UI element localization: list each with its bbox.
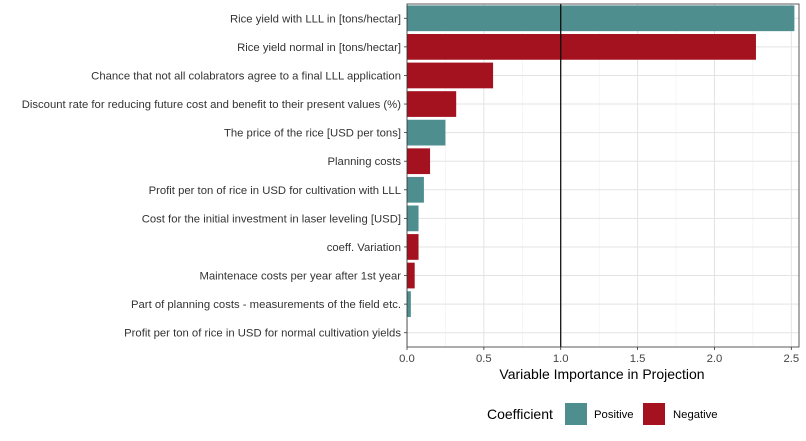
bar-9: [407, 234, 419, 260]
category-label: Profit per ton of rice in USD for cultiv…: [149, 185, 401, 197]
x-axis-title: Variable Importance in Projection: [499, 366, 704, 382]
category-label: Profit per ton of rice in USD for normal…: [124, 328, 401, 340]
category-label: Planning costs: [328, 156, 402, 168]
reference-line-group: [406, 3, 800, 348]
bar-4: [407, 91, 457, 117]
x-tick-label: 1.0: [553, 353, 569, 365]
panel-border: [406, 3, 800, 348]
bar-5: [407, 119, 446, 146]
legend-key-positive: [565, 403, 587, 425]
x-tick-label: 1.5: [630, 353, 646, 365]
bars: [407, 5, 795, 346]
category-labels: Rice yield with LLL in [tons/hectar] Rice…: [22, 13, 407, 340]
category-label: Rice yield normal in [tons/hectar]: [237, 42, 401, 54]
bar-7: [407, 176, 424, 203]
plot-panel: [407, 4, 799, 347]
bar-1: [407, 5, 795, 32]
category-label: Maintenace costs per year after 1st year: [199, 271, 401, 283]
bar-6: [407, 148, 431, 175]
x-tick-label: 2.5: [783, 353, 799, 365]
bar-3: [407, 62, 494, 89]
legend-label-positive: Positive: [594, 409, 634, 421]
category-label: Rice yield with LLL in [tons/hectar]: [230, 13, 401, 25]
category-label: coeff. Variation: [327, 242, 401, 254]
bar-10: [407, 262, 415, 289]
category-label: The price of the rice [USD per tons]: [224, 128, 401, 140]
category-label: Discount rate for reducing future cost a…: [22, 99, 402, 111]
category-label: Cost for the initial investment in laser…: [142, 213, 401, 225]
category-label: Chance that not all colabrators agree to…: [91, 70, 401, 82]
x-tick-label: 0.0: [399, 353, 415, 365]
legend: Coefficient Positive Negative: [487, 403, 718, 425]
legend-key-negative: [643, 403, 665, 425]
x-tick-label: 2.0: [707, 353, 723, 365]
grid: [406, 4, 799, 347]
bar-11: [407, 291, 411, 317]
bar-8: [407, 205, 419, 232]
legend-title: Coefficient: [487, 406, 553, 422]
x-axis-ticks: 0.0 0.5 1.0 1.5 2.0 2.5: [399, 347, 799, 365]
x-tick-label: 0.5: [476, 353, 492, 365]
legend-label-negative: Negative: [673, 409, 718, 421]
category-label: Part of planning costs - measurements of…: [131, 299, 401, 311]
bar-2: [407, 34, 756, 60]
